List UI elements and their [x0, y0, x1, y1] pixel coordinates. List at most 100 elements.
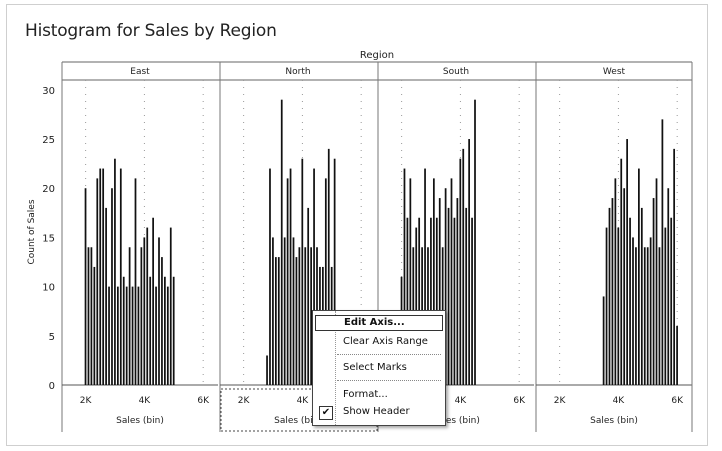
column-header-region: Region [360, 50, 394, 61]
histogram-bar [304, 247, 307, 385]
histogram-bar [146, 227, 149, 385]
menu-item-edit-axis-label: Edit Axis... [344, 317, 405, 328]
histogram-bar [635, 247, 637, 385]
histogram-bar [655, 178, 658, 385]
histogram-bar [116, 286, 119, 385]
histogram-bar [266, 355, 268, 385]
panel-header-west: West [603, 67, 626, 77]
histogram-bar [632, 237, 634, 385]
menu-item-clear-axis-range-label: Clear Axis Range [343, 336, 428, 347]
histogram-bar [626, 139, 628, 385]
y-tick-label: 15 [42, 233, 55, 244]
histogram-bar [409, 178, 412, 385]
x-tick-label: 4K [613, 396, 626, 406]
x-tick-label: 4K [139, 396, 152, 406]
histogram-bar [447, 207, 450, 385]
y-tick-label: 10 [42, 283, 55, 294]
histogram-bar [406, 217, 409, 385]
histogram-bar [646, 247, 649, 385]
histogram-bar [152, 217, 154, 385]
histogram-bar [172, 276, 175, 385]
histogram-bar [605, 227, 608, 385]
histogram-bar [333, 158, 336, 385]
histogram-bar [664, 227, 667, 385]
x-tick-label: 2K [80, 396, 93, 406]
axis-context-menu: Edit Axis... Clear Axis Range Select Mar… [312, 310, 446, 426]
histogram-bar [643, 247, 646, 385]
histogram-bar [471, 217, 473, 385]
histogram-bar [149, 276, 152, 385]
x-axis-title: Sales (bin) [274, 416, 322, 426]
histogram-bar [415, 227, 418, 385]
histogram-bar [640, 207, 643, 385]
histogram-bar [614, 178, 617, 385]
histogram-bar [620, 158, 623, 385]
x-axis-title: Sales (bin) [590, 416, 638, 426]
histogram-bar [313, 168, 315, 385]
histogram-bar [649, 237, 652, 385]
histogram-bar [166, 286, 169, 385]
histogram-bar [128, 247, 131, 385]
histogram-bar [403, 168, 406, 385]
y-tick-label: 25 [42, 135, 55, 146]
histogram-bar [161, 257, 163, 385]
y-tick-label: 5 [49, 332, 55, 343]
histogram-bar [435, 217, 438, 385]
x-tick-label: 4K [455, 396, 468, 406]
panel-header-north: North [285, 67, 310, 77]
histogram-bar [673, 148, 676, 385]
histogram-bar [450, 178, 453, 385]
histogram-bar [137, 286, 140, 385]
histogram-bar [119, 168, 122, 385]
histogram-bar [623, 188, 626, 385]
x-tick-label: 4K [297, 396, 310, 406]
histogram-bar [456, 198, 459, 385]
panel-header-south: South [443, 67, 469, 77]
histogram-bar [453, 217, 456, 385]
histogram-bar [96, 178, 99, 385]
histogram-bar [164, 276, 166, 385]
menu-item-format-label: Format... [343, 389, 388, 400]
histogram-bar [418, 217, 421, 385]
panel-header-east: East [130, 67, 150, 77]
menu-item-format[interactable]: Format... [315, 387, 443, 403]
histogram-bar [143, 237, 146, 385]
menu-item-select-marks[interactable]: Select Marks [315, 360, 443, 376]
histogram-bar [99, 168, 102, 385]
x-tick-label: 6K [671, 396, 684, 406]
histogram-bar [274, 257, 277, 385]
histogram-bar [327, 148, 330, 385]
histogram-bar [468, 139, 470, 385]
x-tick-label: 2K [554, 396, 567, 406]
y-axis-title: Count of Sales [27, 199, 37, 264]
menu-item-show-header-label: Show Header [343, 406, 410, 417]
histogram-bar [131, 286, 134, 385]
menu-item-show-header[interactable]: ✔ Show Header [315, 404, 443, 420]
histogram-bar [611, 198, 614, 385]
menu-item-edit-axis[interactable]: Edit Axis... [315, 315, 443, 331]
histogram-bar [114, 158, 116, 385]
histogram-bar [629, 217, 631, 385]
checkmark-icon: ✔ [319, 406, 333, 420]
histogram-bar [289, 168, 292, 385]
histogram-bar [310, 247, 312, 385]
histogram-bar [676, 325, 678, 385]
histogram-bar [87, 247, 90, 385]
menu-item-select-marks-label: Select Marks [343, 362, 407, 373]
histogram-bar [459, 158, 462, 385]
menu-separator [337, 354, 441, 355]
x-axis-title: Sales (bin) [432, 416, 480, 426]
histogram-bar [292, 237, 295, 385]
menu-item-clear-axis-range[interactable]: Clear Axis Range [315, 334, 443, 350]
histogram-bar [432, 178, 435, 385]
x-tick-label: 6K [197, 396, 210, 406]
histogram-bar [608, 207, 611, 385]
histogram-bar [670, 217, 673, 385]
histogram-bar [93, 266, 96, 385]
histogram-bar [638, 168, 640, 385]
histogram-bar [661, 119, 664, 386]
x-axis-title: Sales (bin) [116, 416, 164, 426]
y-tick-label: 30 [42, 86, 55, 97]
histogram-bar [280, 99, 283, 385]
